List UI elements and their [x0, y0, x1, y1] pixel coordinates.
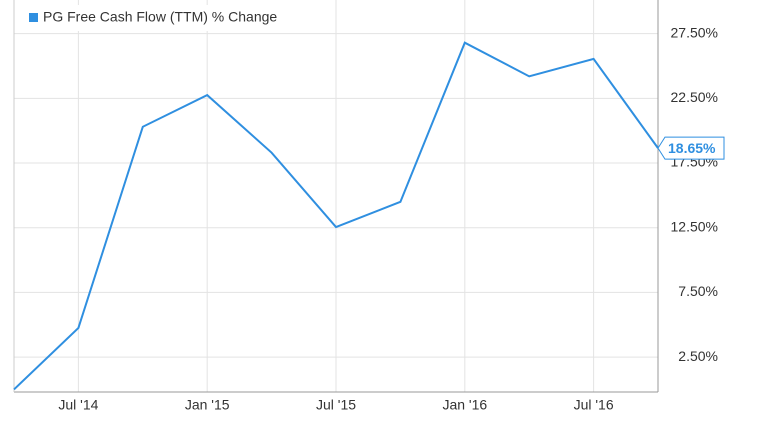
- x-tick-label: Jan '15: [185, 397, 230, 413]
- legend-box: [22, 5, 322, 31]
- legend-entry: PG Free Cash Flow (TTM) % Change: [43, 9, 277, 25]
- value-label: 18.65%: [668, 140, 716, 156]
- y-tick-label: 2.50%: [678, 348, 718, 364]
- x-tick-label: Jul '14: [58, 397, 98, 413]
- x-tick-label: Jul '15: [316, 397, 356, 413]
- value-label-box: [657, 136, 725, 160]
- y-tick-label: 12.50%: [671, 218, 718, 234]
- y-tick-label: 27.50%: [671, 24, 718, 40]
- legend-swatch: [29, 13, 38, 22]
- marks: [13, 41, 659, 391]
- x-tick-label: Jul '16: [574, 397, 614, 413]
- line-series: [13, 41, 659, 391]
- x-tick-label: Jan '16: [442, 397, 487, 413]
- y-tick-label: 22.50%: [671, 89, 718, 105]
- y-tick-label: 7.50%: [678, 283, 718, 299]
